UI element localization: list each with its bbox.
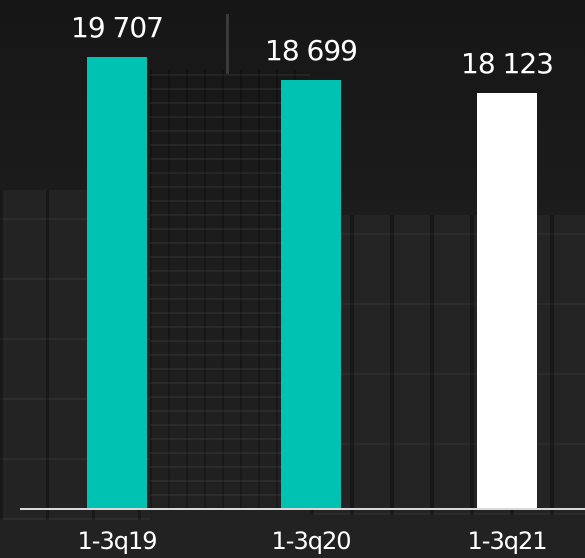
data-label-1-3q19: 19 707: [71, 11, 164, 44]
bar-1-3q20: [281, 80, 341, 508]
bar-1-3q19: [87, 57, 147, 508]
x-tick-label-1-3q20: 1-3q20: [271, 527, 352, 555]
x-tick-label-1-3q21: 1-3q21: [467, 527, 548, 555]
background-antenna: [226, 14, 229, 74]
background-building-right: [310, 215, 585, 515]
bar-1-3q21: [477, 93, 537, 508]
x-tick-label-1-3q19: 1-3q19: [77, 527, 158, 555]
data-label-1-3q20: 18 699: [265, 34, 358, 67]
data-label-1-3q21: 18 123: [461, 47, 554, 80]
x-axis-baseline: [20, 508, 585, 510]
